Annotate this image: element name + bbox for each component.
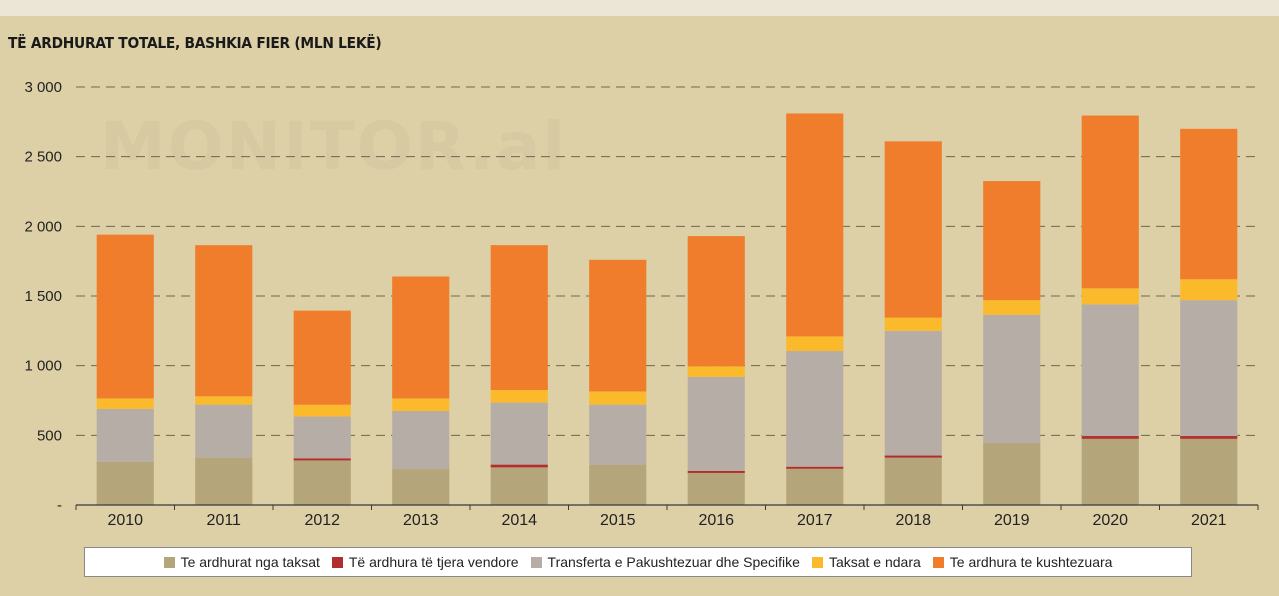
bar-segment-taksat-e-ndara-2018 <box>884 317 942 331</box>
y-tick-label: 1 000 <box>24 358 62 375</box>
bar-segment-taksat-e-ndara-2014 <box>490 390 548 403</box>
legend-label: Te ardhurat nga taksat <box>180 554 320 570</box>
bar-segment-te-ardhura-te-kushtezuara-2011 <box>195 245 253 397</box>
bar-segment-transferta-e-pakushtezuar-dhe-specifike-2016 <box>687 376 745 471</box>
bar-segment-transferta-e-pakushtezuar-dhe-specifike-2013 <box>392 410 450 469</box>
bar-segment-t-ardhura-t-tjera-vendore-2012 <box>293 458 351 461</box>
x-tick-label: 2010 <box>107 512 143 529</box>
bar-segment-transferta-e-pakushtezuar-dhe-specifike-2021 <box>1180 300 1238 437</box>
bar-segment-taksat-e-ndara-2012 <box>293 404 351 417</box>
bar-segment-te-ardhura-te-kushtezuara-2014 <box>490 245 548 391</box>
bar-segment-te-ardhura-te-kushtezuara-2020 <box>1081 115 1139 289</box>
watermark-logo: MONITOR.al <box>100 108 567 185</box>
bar-segment-t-ardhura-t-tjera-vendore-2018 <box>884 455 942 458</box>
bar-segment-transferta-e-pakushtezuar-dhe-specifike-2018 <box>884 330 942 456</box>
legend: Te ardhurat nga taksat Të ardhura të tjer… <box>84 547 1192 577</box>
bar-segment-t-ardhura-t-tjera-vendore-2021 <box>1180 436 1238 439</box>
legend-label: Te ardhura te kushtezuara <box>949 554 1113 570</box>
bar-segment-t-ardhura-t-tjera-vendore-2014 <box>490 464 548 468</box>
bar-segment-t-ardhura-t-tjera-vendore-2017 <box>786 466 844 469</box>
bar-segment-t-ardhura-t-tjera-vendore-2020 <box>1081 436 1139 439</box>
bar-segment-taksat-e-ndara-2015 <box>589 391 647 405</box>
legend-entry: Taksat e ndara <box>811 554 921 570</box>
legend-swatch <box>163 556 175 568</box>
x-tick-label: 2018 <box>895 512 931 529</box>
bars <box>96 113 1238 505</box>
x-tick-label: 2011 <box>207 512 242 529</box>
legend-entry: Te ardhura te kushtezuara <box>932 554 1113 570</box>
bar-segment-t-ardhura-t-tjera-vendore-2016 <box>687 470 745 473</box>
bar-segment-transferta-e-pakushtezuar-dhe-specifike-2011 <box>195 404 253 458</box>
bar-segment-transferta-e-pakushtezuar-dhe-specifike-2019 <box>983 314 1041 443</box>
x-tick-label: 2015 <box>600 512 636 529</box>
bar-segment-te-ardhura-te-kushtezuara-2018 <box>884 141 942 318</box>
bar-segment-te-ardhurat-nga-taksat-2018 <box>884 457 942 505</box>
bar-segment-te-ardhurat-nga-taksat-2011 <box>195 457 253 505</box>
bar-segment-te-ardhurat-nga-taksat-2013 <box>392 468 450 505</box>
x-tick-label: 2014 <box>501 512 537 529</box>
legend-label: Transferta e Pakushtezuar dhe Specifike <box>547 554 800 570</box>
x-tick-label: 2013 <box>403 512 439 529</box>
bar-segment-transferta-e-pakushtezuar-dhe-specifike-2012 <box>293 416 351 459</box>
x-tick-label: 2021 <box>1191 512 1227 529</box>
y-tick-label: 2 000 <box>24 218 62 235</box>
legend-swatch <box>331 556 343 568</box>
legend-entry: Te ardhurat nga taksat <box>163 554 320 570</box>
bar-segment-taksat-e-ndara-2011 <box>195 396 253 405</box>
bar-segment-te-ardhura-te-kushtezuara-2019 <box>983 181 1041 301</box>
bar-segment-te-ardhurat-nga-taksat-2020 <box>1081 438 1139 505</box>
legend-label: Taksat e ndara <box>828 554 921 570</box>
y-tick-label: 1 500 <box>24 288 62 305</box>
bar-segment-te-ardhurat-nga-taksat-2014 <box>490 467 548 505</box>
bar-segment-te-ardhura-te-kushtezuara-2013 <box>392 276 450 399</box>
bar-segment-te-ardhurat-nga-taksat-2016 <box>687 472 745 505</box>
bar-segment-te-ardhurat-nga-taksat-2017 <box>786 468 844 505</box>
bar-segment-te-ardhurat-nga-taksat-2019 <box>983 442 1041 505</box>
bar-segment-te-ardhurat-nga-taksat-2010 <box>96 461 154 505</box>
x-tick-label: 2017 <box>797 512 833 529</box>
legend-swatch <box>530 556 542 568</box>
bar-segment-transferta-e-pakushtezuar-dhe-specifike-2020 <box>1081 304 1139 437</box>
legend-swatch <box>811 556 823 568</box>
bar-segment-transferta-e-pakushtezuar-dhe-specifike-2015 <box>589 404 647 465</box>
legend-swatch <box>932 556 944 568</box>
bar-segment-taksat-e-ndara-2016 <box>687 366 745 377</box>
bar-segment-te-ardhura-te-kushtezuara-2017 <box>786 113 844 337</box>
x-tick-label: 2020 <box>1092 512 1128 529</box>
bar-segment-te-ardhura-te-kushtezuara-2012 <box>293 310 351 405</box>
bar-segment-taksat-e-ndara-2010 <box>96 398 154 409</box>
bar-segment-transferta-e-pakushtezuar-dhe-specifike-2014 <box>490 402 548 465</box>
legend-entry: Transferta e Pakushtezuar dhe Specifike <box>530 554 800 570</box>
x-tick-label: 2019 <box>994 512 1030 529</box>
y-tick-label: - <box>57 497 62 514</box>
x-tick-label: 2012 <box>304 512 340 529</box>
y-tick-label: 2 500 <box>24 149 62 166</box>
bar-segment-te-ardhurat-nga-taksat-2012 <box>293 460 351 505</box>
x-tick-label: 2016 <box>698 512 734 529</box>
bar-segment-transferta-e-pakushtezuar-dhe-specifike-2010 <box>96 408 154 462</box>
bar-segment-taksat-e-ndara-2017 <box>786 336 844 352</box>
bar-segment-te-ardhura-te-kushtezuara-2016 <box>687 236 745 367</box>
bar-segment-taksat-e-ndara-2020 <box>1081 288 1139 305</box>
y-tick-label: 3 000 <box>24 79 62 96</box>
y-tick-label: 500 <box>37 427 62 444</box>
bar-segment-te-ardhura-te-kushtezuara-2010 <box>96 234 154 399</box>
legend-entry: Të ardhura të tjera vendore <box>331 554 519 570</box>
grid-lines <box>76 86 1258 436</box>
bar-segment-te-ardhura-te-kushtezuara-2021 <box>1180 128 1238 280</box>
bar-segment-taksat-e-ndara-2021 <box>1180 279 1238 301</box>
bar-segment-te-ardhurat-nga-taksat-2021 <box>1180 438 1238 505</box>
chart-title: TË ARDHURAT TOTALE, BASHKIA FIER (MLN LE… <box>8 34 382 52</box>
bar-segment-te-ardhura-te-kushtezuara-2015 <box>589 259 647 392</box>
bar-segment-taksat-e-ndara-2019 <box>983 300 1041 315</box>
axes: - 500 1 000 1 500 2 000 2 500 3 000 2010 2011 201… <box>24 79 1259 529</box>
legend-label: Të ardhura të tjera vendore <box>348 554 519 570</box>
bar-segment-taksat-e-ndara-2013 <box>392 398 450 411</box>
bar-segment-transferta-e-pakushtezuar-dhe-specifike-2017 <box>786 351 844 467</box>
bar-segment-te-ardhurat-nga-taksat-2015 <box>589 464 647 505</box>
